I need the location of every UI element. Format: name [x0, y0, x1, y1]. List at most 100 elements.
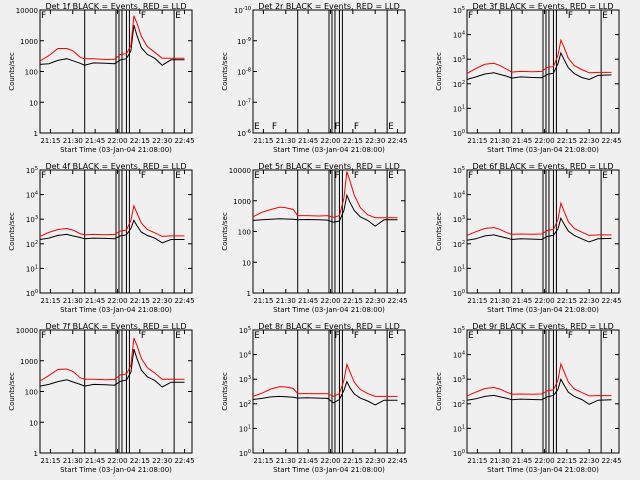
x-tick-label: 21:30: [63, 457, 83, 465]
x-tick-label: 22:45: [174, 297, 194, 305]
y-tick-label: 103: [453, 375, 465, 384]
chart-title: Det 1f BLACK = Events, RED = LLD: [45, 2, 186, 11]
x-axis-label: Start Time (03-Jan-04 21:08:00): [487, 146, 599, 154]
marker-label: E: [254, 122, 260, 132]
series-lld-line: [252, 171, 398, 219]
x-tick-label: 22:15: [343, 297, 363, 305]
y-tick-label: 1000: [233, 198, 251, 206]
x-tick-label: 21:15: [467, 137, 487, 145]
x-tick-label: 22:00: [320, 137, 340, 145]
y-tick-label: 105: [26, 166, 38, 175]
y-tick-label: 10: [29, 99, 38, 107]
y-tick-label: 100: [453, 449, 465, 458]
series-lld-line: [466, 201, 612, 236]
x-tick-label: 22:00: [107, 137, 127, 145]
x-tick-label: 21:30: [63, 297, 83, 305]
panel-det-4: Det 4f BLACK = Events, RED = LLD 100 101 10…: [8, 162, 195, 314]
y-tick-label: 104: [453, 351, 465, 360]
y-tick-label: 1000: [20, 358, 38, 366]
x-tick-label: 22:00: [534, 457, 554, 465]
series-lld-line: [466, 362, 612, 397]
marker-label: E: [602, 11, 608, 21]
marker-label: E: [175, 171, 181, 181]
marker-label: E: [254, 331, 260, 341]
y-tick-label: 105: [453, 326, 465, 335]
x-tick-label: 21:45: [85, 297, 105, 305]
y-tick-label: 102: [26, 240, 38, 249]
x-axis-label: Start Time (03-Jan-04 21:08:00): [60, 466, 172, 474]
x-tick-label: 22:30: [579, 457, 599, 465]
series-lld-line: [39, 204, 185, 237]
panel-det-2: Det 2r BLACK = Events, RED = LLD 10-6 10-7…: [221, 2, 408, 154]
x-tick-label: 21:45: [298, 457, 318, 465]
y-tick-label: 103: [453, 55, 465, 64]
x-tick-label: 21:30: [276, 137, 296, 145]
marker-label: E: [468, 331, 474, 341]
y-tick-label: 103: [26, 215, 38, 224]
y-tick-label: 100: [25, 389, 38, 397]
x-tick-label: 21:15: [253, 137, 273, 145]
panel-det-5: Det 5r BLACK = Events, RED = LLD 1 10 100 10…: [221, 162, 408, 314]
x-tick-label: 21:45: [298, 137, 318, 145]
y-axis-label: Counts/sec: [8, 212, 16, 251]
y-tick-label: 102: [453, 400, 465, 409]
x-tick-label: 21:45: [512, 297, 532, 305]
x-tick-label: 21:30: [490, 457, 510, 465]
panel-det-9: Det 9r BLACK = Events, RED = LLD 100 101 10…: [435, 322, 622, 474]
marker-label: F: [334, 171, 339, 181]
y-tick-label: 102: [453, 240, 465, 249]
marker-label: F: [568, 11, 573, 21]
chart-title: Det 8r BLACK = Events, RED = LLD: [258, 322, 400, 331]
marker-label: E: [254, 171, 260, 181]
x-tick-label: 22:15: [557, 297, 577, 305]
x-tick-label: 22:30: [152, 137, 172, 145]
y-tick-label: 10-10: [234, 6, 251, 15]
y-tick-label: 10000: [16, 327, 38, 335]
panel-det-1: Det 1f BLACK = Events, RED = LLD 1 10 100 10…: [8, 2, 195, 154]
x-tick-label: 22:00: [107, 297, 127, 305]
x-tick-label: 22:45: [174, 457, 194, 465]
x-tick-label: 21:45: [298, 297, 318, 305]
x-axis-label: Start Time (03-Jan-04 21:08:00): [487, 306, 599, 314]
y-tick-label: 103: [453, 215, 465, 224]
y-tick-label: 100: [26, 289, 38, 298]
marker-label: F: [41, 171, 46, 181]
series-lld-line: [39, 15, 185, 62]
marker-label: E: [388, 122, 394, 132]
chart-title: Det 6f BLACK = Events, RED = LLD: [472, 162, 613, 171]
marker-label: F: [141, 331, 146, 341]
x-tick-label: 22:30: [365, 137, 385, 145]
marker-label: F: [41, 11, 46, 21]
y-axis-label: Counts/sec: [435, 52, 443, 91]
marker-label: F: [568, 331, 573, 341]
chart-title: Det 3f BLACK = Events, RED = LLD: [472, 2, 613, 11]
y-tick-label: 1: [34, 450, 38, 458]
y-tick-label: 100: [453, 129, 465, 138]
series-lld-line: [39, 337, 185, 382]
x-tick-label: 21:15: [40, 297, 60, 305]
x-tick-label: 22:15: [557, 137, 577, 145]
x-tick-label: 21:15: [253, 297, 273, 305]
marker-label: F: [354, 122, 359, 132]
x-tick-label: 21:30: [276, 297, 296, 305]
x-tick-label: 22:15: [130, 137, 150, 145]
y-axis-label: Counts/sec: [221, 372, 229, 411]
panel-det-6: Det 6f BLACK = Events, RED = LLD 100 101 10…: [435, 162, 622, 314]
y-axis-label: Counts/sec: [435, 372, 443, 411]
x-axis-label: Start Time (03-Jan-04 21:08:00): [60, 146, 172, 154]
y-tick-label: 101: [453, 104, 465, 113]
y-tick-label: 10000: [229, 167, 251, 175]
x-tick-label: 21:30: [63, 137, 83, 145]
x-axis-label: Start Time (03-Jan-04 21:08:00): [273, 466, 385, 474]
y-tick-label: 103: [239, 375, 251, 384]
marker-label: E: [175, 331, 181, 341]
panel-det-8: Det 8r BLACK = Events, RED = LLD 100 101 10…: [221, 322, 408, 474]
marker-label: F: [468, 171, 473, 181]
x-tick-label: 21:45: [512, 137, 532, 145]
x-tick-label: 21:15: [253, 457, 273, 465]
x-tick-label: 21:15: [467, 457, 487, 465]
marker-label: E: [388, 331, 394, 341]
marker-label: F: [272, 122, 277, 132]
x-tick-label: 22:45: [387, 137, 407, 145]
